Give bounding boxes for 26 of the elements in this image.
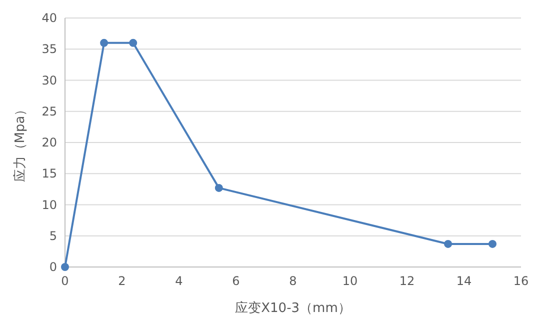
x-axis-title: 应变X10-3（mm） xyxy=(235,300,351,316)
y-tick-label: 0 xyxy=(49,260,57,274)
y-axis-title: 应力（Mpa） xyxy=(12,102,28,182)
x-tick-label: 4 xyxy=(175,274,183,288)
y-tick-label: 30 xyxy=(42,73,57,88)
x-tick-label: 14 xyxy=(456,274,472,288)
y-tick-label: 20 xyxy=(42,136,57,150)
y-tick-label: 40 xyxy=(42,11,57,25)
y-tick-label: 15 xyxy=(42,166,57,181)
x-tick-label: 16 xyxy=(513,274,529,288)
x-tick-label: 10 xyxy=(342,274,358,288)
y-tick-label: 35 xyxy=(42,42,57,56)
point xyxy=(129,38,138,47)
x-tick-label: 2 xyxy=(118,274,126,288)
y-tick-label: 25 xyxy=(42,104,57,118)
point xyxy=(488,240,496,248)
point xyxy=(61,263,69,271)
y-tick-label: 5 xyxy=(49,228,57,243)
x-tick-label: 12 xyxy=(399,274,415,288)
y-tick-label: 10 xyxy=(42,198,57,212)
x-tick-label: 0 xyxy=(61,274,69,288)
point xyxy=(100,38,108,47)
point xyxy=(214,184,223,192)
point xyxy=(444,240,452,248)
x-tick-label: 6 xyxy=(232,274,240,288)
x-tick-label: 8 xyxy=(289,274,297,288)
